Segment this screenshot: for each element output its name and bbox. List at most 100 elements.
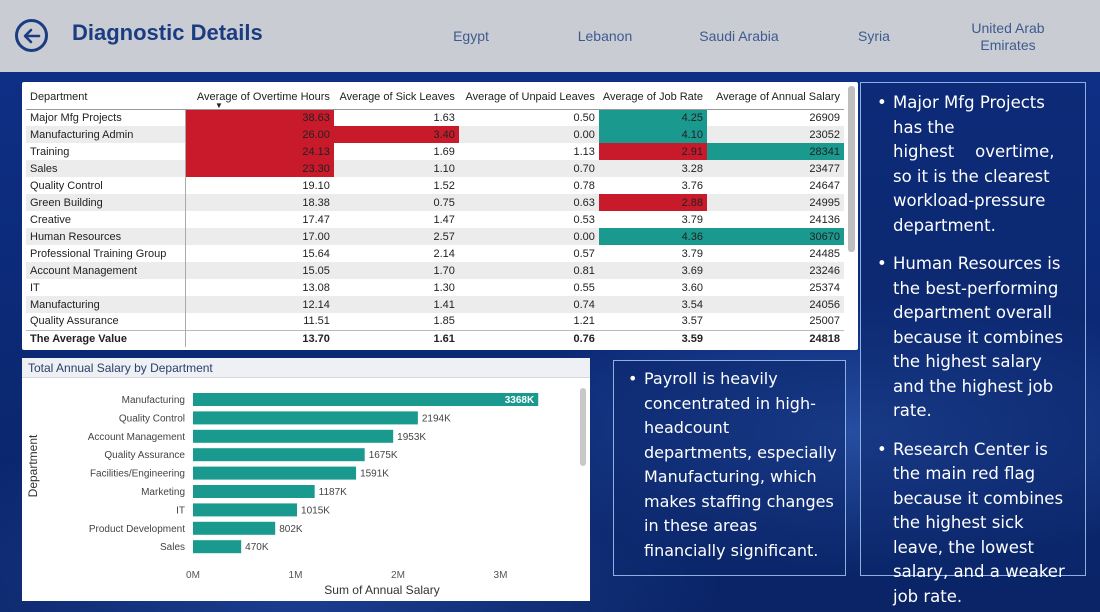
category-label: Facilities/Engineering <box>90 469 185 480</box>
cell-job-rate: 3.69 <box>598 262 707 279</box>
cell-unpaid-leaves: 0.74 <box>458 296 599 313</box>
salary-chart-panel: Total Annual Salary by Department Manufa… <box>22 358 590 601</box>
cell-annual-salary: 24136 <box>809 213 840 226</box>
category-label: Quality Control <box>119 413 185 424</box>
cell-annual-salary: 24485 <box>809 247 840 260</box>
cell-department: Professional Training Group <box>26 245 187 262</box>
salary-bar <box>193 411 418 425</box>
country-syria[interactable]: Syria <box>858 28 890 44</box>
salary-bar <box>193 393 539 406</box>
cell-job-rate: 3.28 <box>598 160 707 177</box>
total-cell-unpaid-leaves: 0.76 <box>458 329 599 347</box>
table-row[interactable]: IT 13.08 1.30 0.55 3.60 25374 <box>26 279 844 296</box>
cell-overtime: 17.00 <box>185 228 334 245</box>
cell-department: IT <box>26 279 187 296</box>
cell-sick-leaves: 0.75 <box>333 194 459 211</box>
salary-bar <box>193 429 394 443</box>
table-row[interactable]: Manufacturing Admin 26.00 3.40 0.00 4.10 2305… <box>26 126 844 143</box>
cell-unpaid-leaves: 0.53 <box>573 213 595 226</box>
total-cell-job-rate: 3.59 <box>598 329 707 347</box>
table-row[interactable]: Major Mfg Projects 38.63 1.63 0.50 4.25 26909 <box>26 109 844 126</box>
cell-job-rate: 3.76 <box>681 179 703 192</box>
payroll-insight-box: Payroll is heavily concentrated in high-… <box>613 360 846 576</box>
column-header-department[interactable]: Department <box>26 85 186 110</box>
cell-sick-leaves: 1.85 <box>433 315 455 328</box>
data-label: 470K <box>245 542 269 553</box>
salary-bar-chart: Manufacturing 3368K Quality Control 2194K Ac… <box>26 393 539 597</box>
cell-department: Manufacturing <box>26 296 187 313</box>
country-saudi-arabia[interactable]: Saudi Arabia <box>699 28 779 44</box>
cell-overtime: 12.14 <box>185 296 334 313</box>
country-uae[interactable]: United Arab Emirates <box>971 20 1045 53</box>
column-header-unpaid-leaves[interactable]: Average of Unpaid Leaves <box>458 85 599 110</box>
cell-sick-leaves: 1.63 <box>433 111 455 124</box>
cell-overtime: 38.63 <box>185 109 334 126</box>
y-axis-title: Department <box>26 434 40 497</box>
back-button[interactable] <box>15 19 48 52</box>
table-row[interactable]: Account Management 15.05 1.70 0.81 3.69 23246 <box>26 262 844 279</box>
insight-human-resources: Human Resources is the best-performing d… <box>875 252 1077 424</box>
cell-unpaid-leaves: 0.55 <box>573 281 595 294</box>
cell-sick-leaves: 1.10 <box>333 160 459 177</box>
country-lebanon[interactable]: Lebanon <box>577 28 633 44</box>
column-header-overtime[interactable]: Average of Overtime Hours <box>185 85 334 110</box>
total-cell-sick-leaves: 1.61 <box>333 329 459 347</box>
salary-bar <box>193 540 242 554</box>
table-row[interactable]: Professional Training Group 15.64 2.14 0.57… <box>26 245 844 262</box>
cell-sick-leaves: 1.47 <box>433 213 455 226</box>
cell-overtime: 23.30 <box>185 160 334 177</box>
table-row[interactable]: Manufacturing 12.14 1.41 0.74 3.54 24056 <box>26 296 844 313</box>
data-label: 2194K <box>422 413 451 424</box>
x-axis-title: Sum of Annual Salary <box>324 583 439 597</box>
cell-annual-salary: 28341 <box>706 143 844 160</box>
category-label: Account Management <box>88 432 186 443</box>
table-row[interactable]: Training 24.13 1.69 1.13 2.91 28341 <box>26 143 844 160</box>
cell-unpaid-leaves: 0.00 <box>458 126 599 143</box>
cell-annual-salary: 24995 <box>706 194 844 211</box>
table-total-row: The Average Value 13.70 1.61 0.76 3.59 24818 <box>26 329 844 347</box>
cell-overtime: 15.64 <box>302 247 330 260</box>
data-label: 1953K <box>397 432 426 443</box>
cell-overtime: 19.10 <box>302 179 330 192</box>
table-row[interactable]: Sales 23.30 1.10 0.70 3.28 23477 <box>26 160 844 177</box>
cell-department: Quality Assurance <box>26 313 187 330</box>
table-row[interactable]: Creative 17.47 1.47 0.53 3.79 24136 <box>26 211 844 228</box>
cell-annual-salary: 30670 <box>706 228 844 245</box>
data-label: 1591K <box>360 469 389 480</box>
table-scrollbar[interactable] <box>848 86 855 252</box>
cell-job-rate: 3.57 <box>681 315 703 328</box>
country-egypt[interactable]: Egypt <box>453 28 489 44</box>
insight-payroll: Payroll is heavily concentrated in high-… <box>626 367 841 563</box>
department-table-panel: ▼ Department Average of Overtime Hours A… <box>22 82 858 350</box>
key-findings-box: Major Mfg Projects has the highest overt… <box>860 82 1086 606</box>
cell-sick-leaves: 1.69 <box>433 145 455 158</box>
column-header-annual-salary[interactable]: Average of Annual Salary <box>706 85 844 110</box>
table-row[interactable]: Human Resources 17.00 2.57 0.00 4.36 30670 <box>26 228 844 245</box>
x-tick-label: 0M <box>186 570 200 581</box>
cell-unpaid-leaves: 0.57 <box>573 247 595 260</box>
cell-unpaid-leaves: 0.70 <box>458 160 599 177</box>
column-header-job-rate[interactable]: Average of Job Rate <box>598 85 707 110</box>
cell-job-rate: 3.54 <box>598 296 707 313</box>
cell-sick-leaves: 3.40 <box>333 126 459 143</box>
cell-unpaid-leaves: 1.21 <box>573 315 595 328</box>
table-row[interactable]: Green Building 18.38 0.75 0.63 2.88 24995 <box>26 194 844 211</box>
cell-overtime: 18.38 <box>185 194 334 211</box>
cell-sick-leaves: 2.57 <box>333 228 459 245</box>
cell-overtime: 15.05 <box>185 262 334 279</box>
department-table: Department Average of Overtime Hours Ave… <box>26 85 844 347</box>
table-row[interactable]: Quality Assurance 11.51 1.85 1.21 3.57 25007 <box>26 313 844 330</box>
category-label: Sales <box>160 542 185 553</box>
column-header-sick-leaves[interactable]: Average of Sick Leaves <box>333 85 459 110</box>
cell-job-rate: 3.79 <box>681 247 703 260</box>
cell-overtime: 17.47 <box>302 213 330 226</box>
page-title: Diagnostic Details <box>72 20 263 45</box>
category-label: IT <box>176 505 185 516</box>
category-label: Manufacturing <box>122 395 185 406</box>
cell-annual-salary: 23246 <box>706 262 844 279</box>
cell-unpaid-leaves: 0.63 <box>458 194 599 211</box>
chart-scrollbar[interactable] <box>580 388 586 466</box>
total-cell-overtime: 13.70 <box>185 329 334 347</box>
table-row[interactable]: Quality Control 19.10 1.52 0.78 3.76 24647 <box>26 177 844 194</box>
cell-job-rate: 4.36 <box>598 228 707 245</box>
